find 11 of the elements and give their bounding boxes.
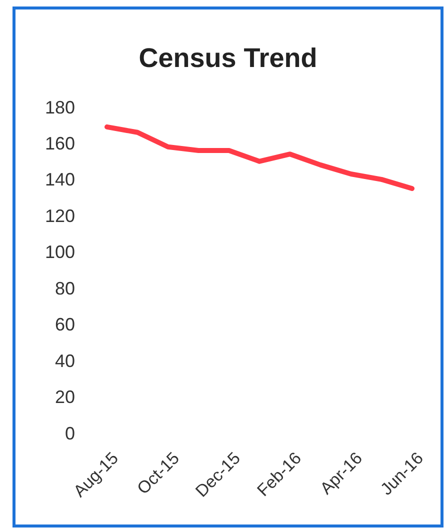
y-tick-label: 20	[54, 387, 75, 408]
y-tick-label: 120	[44, 206, 75, 226]
y-tick-label: 100	[44, 242, 75, 262]
chart-title: Census Trend	[138, 43, 318, 73]
y-tick-label: 80	[54, 278, 75, 298]
y-tick-label: 180	[44, 97, 75, 118]
y-tick-label: 0	[64, 423, 75, 444]
y-tick-label: 140	[44, 170, 75, 190]
y-tick-label: 60	[54, 314, 75, 335]
y-tick-label: 160	[44, 134, 75, 154]
y-tick-label: 40	[54, 350, 75, 371]
